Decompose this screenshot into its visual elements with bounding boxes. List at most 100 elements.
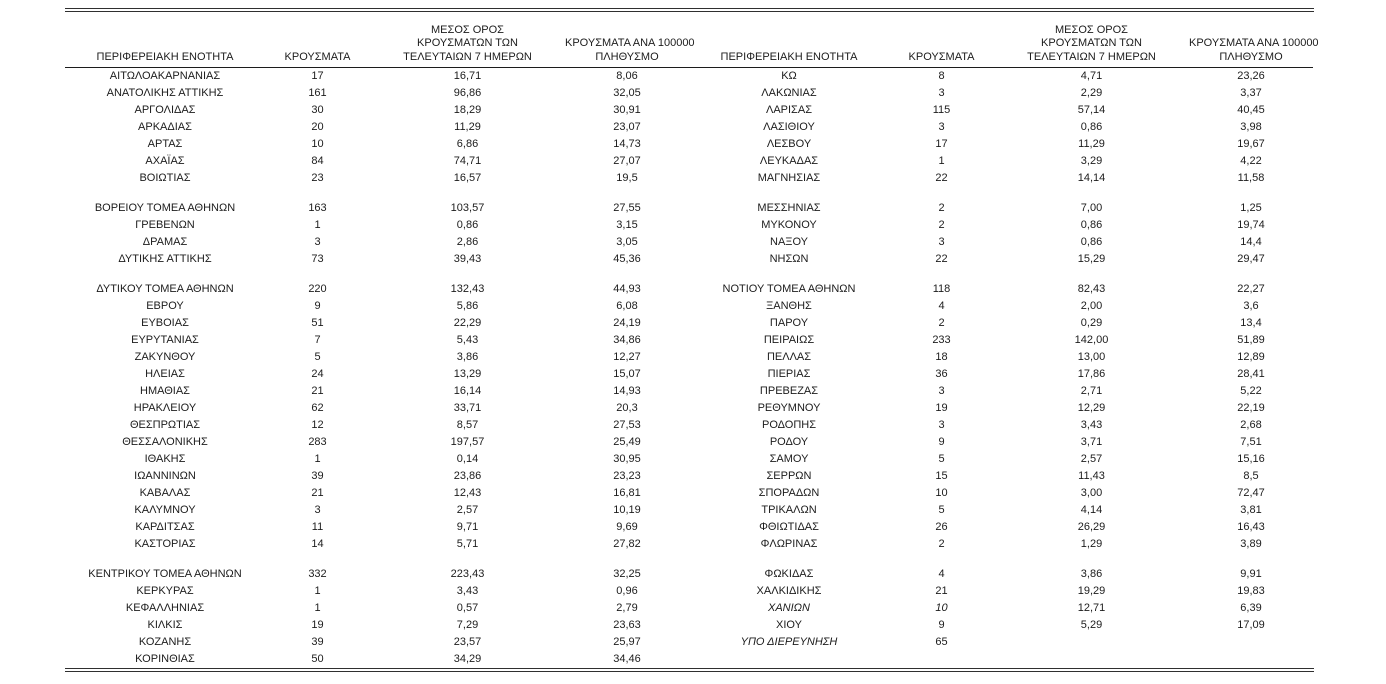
avg7-cell: 7,00 [1080,202,1103,214]
column-header-avg7: ΜΕΣΟΣ ΟΡΟΣ ΚΡΟΥΣΜΑΤΩΝ ΤΩΝ ΤΕΛΕΥΤΑΙΩΝ 7 ΗΜΕ… [994,12,1189,68]
region-name-cell: ΚΕΝΤΡΙΚΟΥ ΤΟΜΕΑ ΑΘΗΝΩΝ [88,568,242,580]
per100k-cell: 16,43 [1237,521,1265,533]
per100k-cell [1189,634,1313,651]
table-row: ΚΟΖΑΝΗΣ 39 23,57 25,97 [65,634,689,651]
table-row: ΚΕΝΤΡΙΚΟΥ ΤΟΜΕΑ ΑΘΗΝΩΝ 332 223,43 32,25 [65,566,689,583]
region-name-cell: ΚΕΡΚΥΡΑΣ [136,585,194,597]
avg7-cell: 82,43 [1077,283,1106,295]
per100k-cell: 19,74 [1237,219,1265,231]
table-row: ΒΟΙΩΤΙΑΣ 23 16,57 19,5 [65,170,689,187]
region-name-cell: ΚΩ [781,70,797,82]
cases-cell: 4 [938,568,945,580]
region-name-cell: ΝΗΣΩΝ [769,253,809,265]
avg7-cell: 96,86 [453,87,482,99]
cases-cell: 3 [938,419,945,431]
avg7-cell: 23,86 [453,470,482,482]
region-name-cell: ΔΥΤΙΚΟΥ ΤΟΜΕΑ ΑΘΗΝΩΝ [96,283,234,295]
table-row: ΙΘΑΚΗΣ 1 0,14 30,95 [65,451,689,468]
region-name-cell: ΚΑΣΤΟΡΙΑΣ [134,538,196,550]
table-row: ΚΑΛΥΜΝΟΥ 3 2,57 10,19 [65,502,689,519]
table-row: ΑΡΚΑΔΙΑΣ 20 11,29 23,07 [65,119,689,136]
avg7-cell: 17,86 [1077,368,1106,380]
region-name-cell: ΧΙΟΥ [776,619,802,631]
region-name-cell: ΦΩΚΙΔΑΣ [764,568,814,580]
per100k-cell: 27,07 [613,155,641,167]
table-row: ΣΕΡΡΩΝ 15 11,43 8,5 [689,468,1313,485]
per100k-cell: 12,89 [1237,351,1265,363]
per100k-cell: 19,83 [1237,585,1265,597]
cases-cell: 163 [308,202,327,214]
per100k-cell: 19,67 [1237,138,1265,150]
per100k-cell: 2,68 [1240,419,1262,431]
cases-cell: 15 [935,470,948,482]
cases-cell: 2 [938,317,945,329]
table-row: ΧΙΟΥ 9 5,29 17,09 [689,617,1313,634]
spacer-row [689,187,1313,200]
table-row: ΑΡΓΟΛΙΔΑΣ 30 18,29 30,91 [65,102,689,119]
table-row: ΚΑΣΤΟΡΙΑΣ 14 5,71 27,82 [65,536,689,553]
per100k-cell: 24,19 [613,317,641,329]
per100k-cell: 3,15 [616,219,638,231]
cases-cell: 3 [314,504,321,516]
avg7-cell: 33,71 [453,402,482,414]
region-name-cell: ΠΕΛΛΑΣ [766,351,812,363]
avg7-cell: 16,14 [453,385,482,397]
spacer-cell [689,268,1313,281]
per100k-cell: 27,53 [613,419,641,431]
avg7-cell: 3,00 [1080,487,1103,499]
region-name-cell: ΘΕΣΣΑΛΟΝΙΚΗΣ [122,436,208,448]
cases-cell: 20 [311,121,324,133]
cases-cell: 65 [935,636,948,648]
cases-cell: 19 [935,402,948,414]
region-name-cell: ΑΡΚΑΔΙΑΣ [138,121,192,133]
avg7-cell: 5,29 [1080,619,1103,631]
region-name-cell: ΛΕΥΚΑΔΑΣ [759,155,819,167]
table-row: ΝΗΣΩΝ 22 15,29 29,47 [689,251,1313,268]
avg7-cell: 2,57 [456,504,479,516]
per100k-cell: 12,27 [613,351,641,363]
cases-cell: 10 [935,602,948,614]
table-row: ΒΟΡΕΙΟΥ ΤΟΜΕΑ ΑΘΗΝΩΝ 163 103,57 27,55 [65,200,689,217]
region-name-cell: ΙΘΑΚΗΣ [144,453,186,465]
cases-cell: 115 [932,104,951,116]
region-name-cell: ΔΡΑΜΑΣ [142,236,188,248]
region-name-cell: ΦΘΙΩΤΙΔΑΣ [759,521,819,533]
avg7-cell: 132,43 [450,283,485,295]
region-name-cell: ΚΑΡΔΙΤΣΑΣ [135,521,195,533]
per100k-cell: 3,6 [1243,300,1259,312]
per100k-cell: 14,73 [613,138,641,150]
cases-cell: 2 [938,538,945,550]
region-name-cell: ΡΟΔΟΠΗΣ [761,419,817,431]
region-name-cell: ΑΡΤΑΣ [147,138,183,150]
region-name-cell: ΠΑΡΟΥ [769,317,809,329]
cases-cell: 10 [935,487,948,499]
cases-cell: 14 [311,538,324,550]
region-name-cell: ΖΑΚΥΝΘΟΥ [134,351,196,363]
table-row: ΥΠΟ ΔΙΕΡΕΥΝΗΣΗ 65 [689,634,1313,651]
table-row: ΦΩΚΙΔΑΣ 4 3,86 9,91 [689,566,1313,583]
table-row: ΘΕΣΣΑΛΟΝΙΚΗΣ 283 197,57 25,49 [65,434,689,451]
cases-cell: 4 [938,300,945,312]
per100k-cell: 15,16 [1237,453,1265,465]
table-row: ΚΩ 8 4,71 23,26 [689,68,1313,86]
column-header-avg7: ΜΕΣΟΣ ΟΡΟΣ ΚΡΟΥΣΜΑΤΩΝ ΤΩΝ ΤΕΛΕΥΤΑΙΩΝ 7 ΗΜΕ… [370,12,565,68]
region-name-cell: ΑΙΤΩΛΟΑΚΑΡΝΑΝΙΑΣ [109,70,221,82]
avg7-cell: 223,43 [450,568,485,580]
avg7-cell: 6,86 [456,138,479,150]
avg7-cell: 0,86 [1080,236,1103,248]
region-name-cell: ΕΥΒΟΙΑΣ [141,317,189,329]
table-header-right: ΠΕΡΙΦΕΡΕΙΑΚΗ ΕΝΟΤΗΤΑ ΚΡΟΥΣΜΑΤΑ ΜΕΣΟΣ ΟΡΟΣ Κ… [689,12,1319,68]
per100k-cell: 3,05 [616,236,638,248]
avg7-cell: 3,43 [456,585,479,597]
table-row: ΜΑΓΝΗΣΙΑΣ 22 14,14 11,58 [689,170,1313,187]
region-name-cell: ΘΕΣΠΡΩΤΙΑΣ [129,419,201,431]
cases-cell: 21 [311,385,324,397]
cases-cell: 17 [935,138,948,150]
column-header-cases: ΚΡΟΥΣΜΑΤΑ [889,12,994,68]
avg7-cell: 0,29 [1080,317,1103,329]
table-row: ΝΑΞΟΥ 3 0,86 14,4 [689,234,1313,251]
table-row: ΖΑΚΥΝΘΟΥ 5 3,86 12,27 [65,349,689,366]
cases-cell: 1 [314,585,321,597]
table-body-left: ΑΙΤΩΛΟΑΚΑΡΝΑΝΙΑΣ 17 16,71 8,06 ΑΝΑΤΟΛΙΚΗΣ ΑΤ… [65,68,689,669]
cases-cell: 9 [314,300,321,312]
